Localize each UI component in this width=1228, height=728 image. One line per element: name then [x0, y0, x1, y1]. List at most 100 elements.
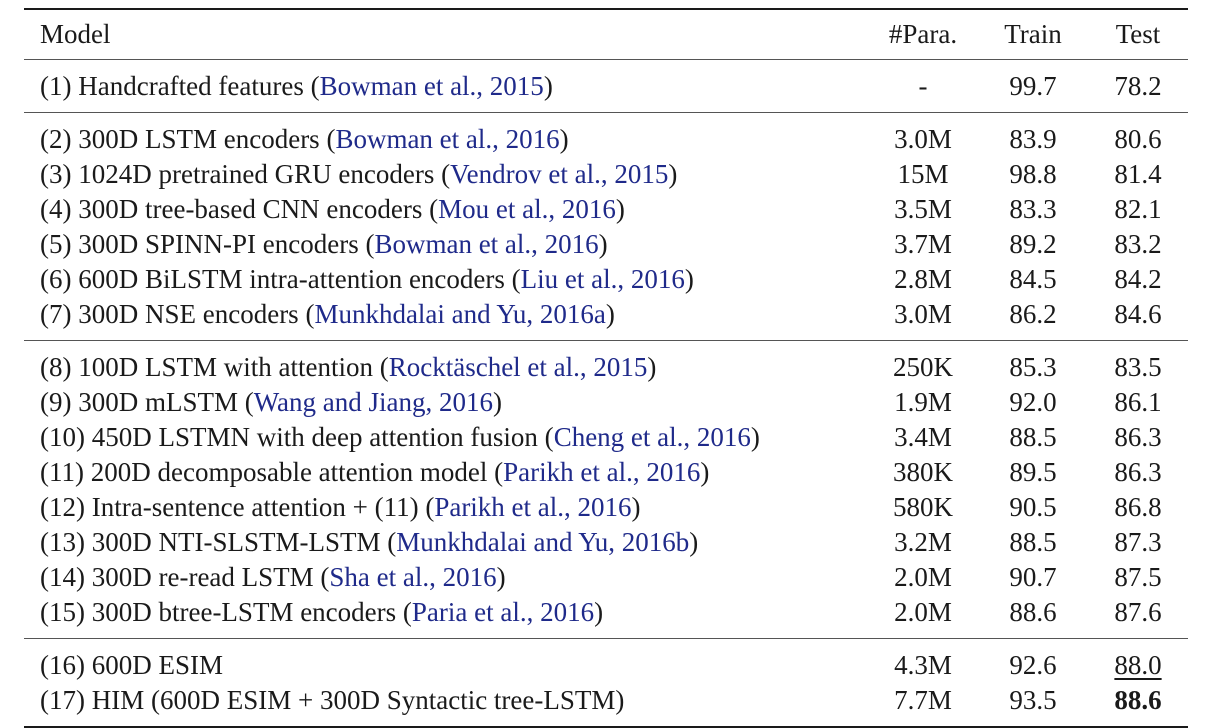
params-cell: 3.4M [894, 422, 952, 452]
model-name-cell: (6) 600D BiLSTM intra-attention encoders… [24, 262, 878, 297]
citation-link[interactable]: Sha et al., 2016 [329, 562, 497, 592]
header-test: Test [1115, 19, 1161, 49]
closing-paren: ) [559, 124, 569, 154]
citation-link[interactable]: Bowman et al., 2015 [319, 71, 544, 101]
closing-paren: ) [605, 299, 615, 329]
train-accuracy-cell: 90.5 [1009, 492, 1057, 522]
test-accuracy-cell: 86.3 [1084, 420, 1188, 455]
test-accuracy-value: 88.6 [1114, 685, 1162, 715]
closing-paren: ) [493, 387, 503, 417]
model-name-cell: (13) 300D NTI-SLSTM-LSTM (Munkhdalai and… [24, 525, 878, 560]
params-cell: 3.0M [894, 299, 952, 329]
model-name-cell: (1) Handcrafted features (Bowman et al.,… [24, 60, 878, 113]
params-cell: 3.5M [894, 194, 952, 224]
params-cell: - [918, 71, 928, 101]
citation-link[interactable]: Munkhdalai and Yu, 2016a [314, 299, 606, 329]
test-accuracy-cell: 84.2 [1084, 262, 1188, 297]
params-cell: 1.9M [894, 387, 952, 417]
closing-paren: ) [543, 71, 553, 101]
params-cell: 3.0M [894, 124, 952, 154]
model-name-cell: (4) 300D tree-based CNN encoders (Mou et… [24, 192, 878, 227]
table-row: (13) 300D NTI-SLSTM-LSTM (Munkhdalai and… [24, 525, 1188, 560]
train-accuracy-cell: 83.3 [1009, 194, 1057, 224]
model-name: (13) 300D NTI-SLSTM-LSTM ( [40, 527, 397, 557]
closing-paren: ) [750, 422, 760, 452]
model-name-cell: (10) 450D LSTMN with deep attention fusi… [24, 420, 878, 455]
citation-link[interactable]: Rocktäschel et al., 2015 [388, 352, 648, 382]
table-row: (6) 600D BiLSTM intra-attention encoders… [24, 262, 1188, 297]
header-model: Model [40, 19, 111, 49]
params-cell: 3.7M [894, 229, 952, 259]
table-row: (11) 200D decomposable attention model (… [24, 455, 1188, 490]
model-name-cell: (7) 300D NSE encoders (Munkhdalai and Yu… [24, 297, 878, 341]
test-accuracy-value: 78.2 [1114, 71, 1162, 101]
citation-link[interactable]: Vendrov et al., 2015 [450, 159, 669, 189]
citation-link[interactable]: Bowman et al., 2016 [374, 229, 599, 259]
model-name: (17) HIM (600D ESIM + 300D Syntactic tre… [40, 685, 625, 715]
closing-paren: ) [647, 352, 657, 382]
model-name: (16) 600D ESIM [40, 650, 223, 680]
results-table: Model #Para. Train Test (1) Handcrafted … [24, 8, 1188, 728]
train-accuracy-cell: 89.5 [1009, 457, 1057, 487]
citation-link[interactable]: Munkhdalai and Yu, 2016b [396, 527, 690, 557]
model-name-cell: (11) 200D decomposable attention model (… [24, 455, 878, 490]
test-accuracy-cell: 87.6 [1084, 595, 1188, 639]
closing-paren: ) [700, 457, 710, 487]
model-name-cell: (15) 300D btree-LSTM encoders (Paria et … [24, 595, 878, 639]
table-row: (14) 300D re-read LSTM (Sha et al., 2016… [24, 560, 1188, 595]
params-cell: 2.8M [894, 264, 952, 294]
model-name: (7) 300D NSE encoders ( [40, 299, 315, 329]
closing-paren: ) [668, 159, 678, 189]
citation-link[interactable]: Cheng et al., 2016 [553, 422, 751, 452]
header-row: Model #Para. Train Test [24, 10, 1188, 60]
train-accuracy-cell: 89.2 [1009, 229, 1057, 259]
train-accuracy-cell: 88.5 [1009, 527, 1057, 557]
model-name: (14) 300D re-read LSTM ( [40, 562, 330, 592]
table-row: (15) 300D btree-LSTM encoders (Paria et … [24, 595, 1188, 639]
params-cell: 2.0M [894, 562, 952, 592]
citation-link[interactable]: Parikh et al., 2016 [434, 492, 632, 522]
test-accuracy-cell: 86.8 [1084, 490, 1188, 525]
group-separator [24, 59, 1188, 60]
model-name: (3) 1024D pretrained GRU encoders ( [40, 159, 451, 189]
model-name: (5) 300D SPINN-PI encoders ( [40, 229, 375, 259]
test-accuracy-cell: 81.4 [1084, 157, 1188, 192]
table-row: (5) 300D SPINN-PI encoders (Bowman et al… [24, 227, 1188, 262]
test-accuracy-value: 82.1 [1114, 194, 1162, 224]
table-row: (1) Handcrafted features (Bowman et al.,… [24, 60, 1188, 113]
citation-link[interactable]: Parikh et al., 2016 [503, 457, 701, 487]
params-cell: 380K [893, 457, 953, 487]
closing-paren: ) [594, 597, 604, 627]
model-name: (8) 100D LSTM with attention ( [40, 352, 389, 382]
citation-link[interactable]: Paria et al., 2016 [411, 597, 595, 627]
closing-paren: ) [615, 194, 625, 224]
table-row: (7) 300D NSE encoders (Munkhdalai and Yu… [24, 297, 1188, 341]
model-name-cell: (17) HIM (600D ESIM + 300D Syntactic tre… [24, 683, 878, 727]
model-name-cell: (16) 600D ESIM [24, 639, 878, 683]
model-name: (12) Intra-sentence attention + (11) ( [40, 492, 435, 522]
train-accuracy-cell: 83.9 [1009, 124, 1057, 154]
citation-link[interactable]: Liu et al., 2016 [520, 264, 685, 294]
table-row: (12) Intra-sentence attention + (11) (Pa… [24, 490, 1188, 525]
table-row: (17) HIM (600D ESIM + 300D Syntactic tre… [24, 683, 1188, 727]
test-accuracy-value: 87.6 [1114, 597, 1162, 627]
train-accuracy-cell: 99.7 [1009, 71, 1057, 101]
test-accuracy-value: 86.8 [1114, 492, 1162, 522]
citation-link[interactable]: Wang and Jiang, 2016 [253, 387, 494, 417]
test-accuracy-cell: 86.3 [1084, 455, 1188, 490]
model-name: (2) 300D LSTM encoders ( [40, 124, 336, 154]
model-name-cell: (14) 300D re-read LSTM (Sha et al., 2016… [24, 560, 878, 595]
test-accuracy-value: 88.0 [1114, 650, 1162, 680]
params-cell: 250K [893, 352, 953, 382]
citation-link[interactable]: Mou et al., 2016 [438, 194, 616, 224]
test-accuracy-cell: 78.2 [1084, 60, 1188, 113]
test-accuracy-value: 84.2 [1114, 264, 1162, 294]
table-row: (10) 450D LSTMN with deep attention fusi… [24, 420, 1188, 455]
params-cell: 15M [897, 159, 949, 189]
model-name-cell: (8) 100D LSTM with attention (Rocktäsche… [24, 341, 878, 385]
closing-paren: ) [598, 229, 608, 259]
group-separator [24, 112, 1188, 113]
test-accuracy-value: 86.3 [1114, 457, 1162, 487]
group-separator [24, 340, 1188, 341]
citation-link[interactable]: Bowman et al., 2016 [335, 124, 560, 154]
